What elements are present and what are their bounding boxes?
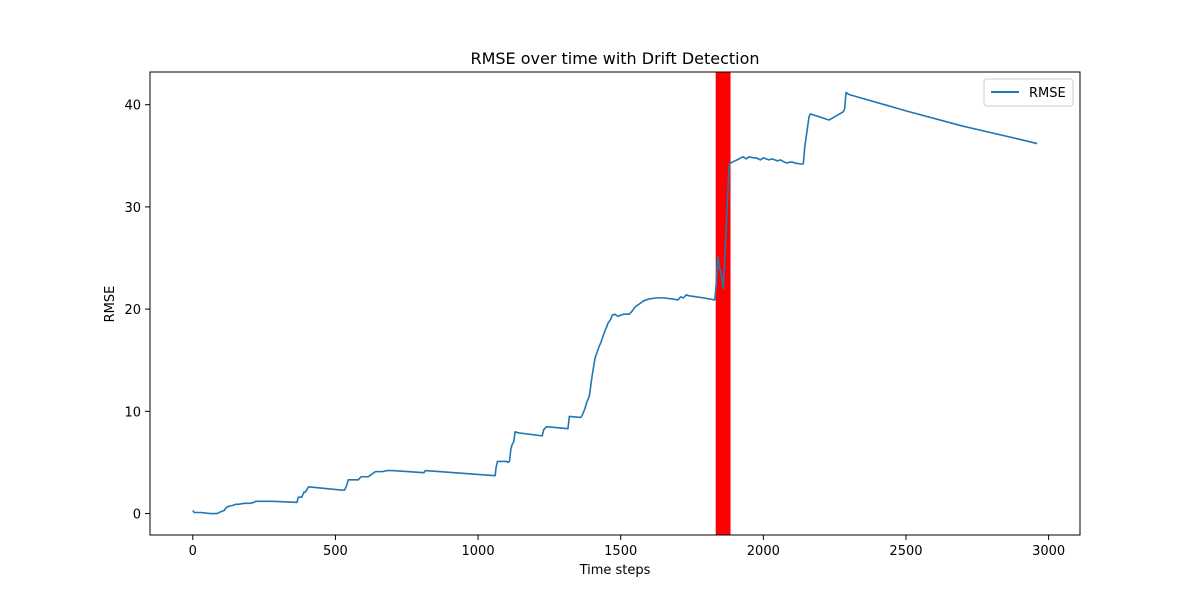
x-tick-label: 2500 xyxy=(889,544,922,559)
x-tick-label: 0 xyxy=(189,544,197,559)
x-tick-label: 2000 xyxy=(747,544,780,559)
y-tick-label: 10 xyxy=(124,405,141,420)
y-axis-ticks: 0 10 20 30 40 xyxy=(124,99,150,523)
axes-frame xyxy=(149,71,1081,536)
drift-band-layer xyxy=(715,72,731,535)
x-axis-label: Time steps xyxy=(579,563,651,578)
x-tick-label: 3000 xyxy=(1032,544,1065,559)
x-tick-label: 500 xyxy=(323,544,348,559)
x-tick-label: 1500 xyxy=(604,544,637,559)
y-tick-label: 40 xyxy=(124,99,141,114)
line-layer xyxy=(192,91,1038,515)
drift-detection-band xyxy=(715,72,731,535)
series-line-rmse xyxy=(192,91,1038,515)
y-axis-label: RMSE xyxy=(103,286,118,323)
legend: RMSE xyxy=(983,78,1074,107)
x-tick-label: 1000 xyxy=(462,544,495,559)
chart-title: RMSE over time with Drift Detection xyxy=(470,49,759,68)
y-tick-label: 30 xyxy=(124,201,141,216)
y-tick-label: 0 xyxy=(133,508,141,523)
legend-box xyxy=(983,78,1074,107)
legend-label-rmse: RMSE xyxy=(1029,86,1066,101)
y-tick-label: 20 xyxy=(124,303,141,318)
x-axis-ticks: 0 500 1000 1500 2000 2500 3000 xyxy=(189,535,1065,559)
